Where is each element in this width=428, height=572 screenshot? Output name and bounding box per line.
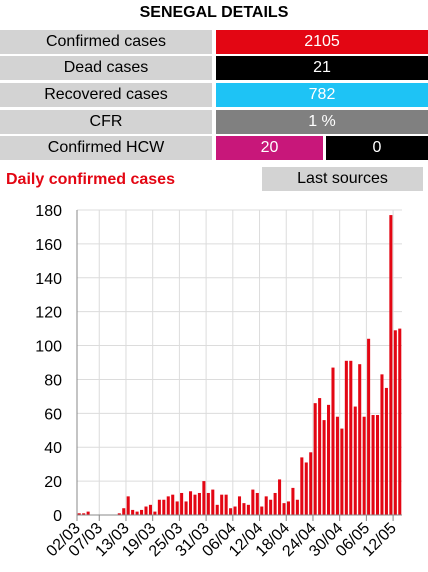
bar xyxy=(162,499,166,515)
y-tick-label: 60 xyxy=(44,406,62,423)
bar xyxy=(331,367,335,515)
dead-cases-value: 21 xyxy=(216,56,428,80)
bar xyxy=(215,504,219,515)
bar xyxy=(184,501,188,515)
bar xyxy=(166,496,170,515)
confirmed-hcw-value: 20 xyxy=(216,136,323,160)
bar xyxy=(393,330,397,515)
confirmed-cases-value: 2105 xyxy=(216,30,428,54)
bar xyxy=(144,506,148,515)
bar xyxy=(362,416,366,515)
bar xyxy=(375,415,380,515)
bar xyxy=(171,494,175,515)
y-tick-label: 120 xyxy=(35,305,62,322)
bar xyxy=(131,509,135,515)
bar xyxy=(86,511,90,515)
bar xyxy=(126,496,130,515)
recovered-cases-label: Recovered cases xyxy=(0,83,212,107)
bar xyxy=(282,503,286,515)
bar xyxy=(175,501,179,515)
bar xyxy=(300,457,304,515)
bar xyxy=(135,511,139,515)
bar xyxy=(229,508,233,515)
y-tick-label: 100 xyxy=(35,339,62,356)
bar xyxy=(349,360,353,515)
bar xyxy=(117,513,121,515)
bar xyxy=(122,508,126,515)
bar xyxy=(255,492,259,515)
bar xyxy=(291,487,295,515)
bar xyxy=(148,504,152,515)
bar xyxy=(278,479,282,515)
y-tick-label: 80 xyxy=(44,372,62,389)
bar xyxy=(269,499,273,515)
cfr-label: CFR xyxy=(0,110,212,134)
confirmed-cases-label: Confirmed cases xyxy=(0,30,212,54)
y-tick-label: 180 xyxy=(35,203,62,220)
bar xyxy=(340,428,344,515)
bar xyxy=(398,328,402,515)
bar xyxy=(233,506,237,515)
recovered-cases-value: 782 xyxy=(216,83,428,107)
bar xyxy=(224,494,228,515)
bar xyxy=(206,492,210,515)
bar xyxy=(389,215,393,516)
daily-cases-title: Daily confirmed cases xyxy=(6,171,175,188)
bar xyxy=(237,496,242,515)
bar xyxy=(327,404,331,515)
y-tick-label: 0 xyxy=(53,508,62,525)
bar xyxy=(295,499,299,515)
y-tick-label: 20 xyxy=(44,474,62,491)
page-title: SENEGAL DETAILS xyxy=(139,4,289,21)
bar xyxy=(322,420,326,515)
bar xyxy=(286,501,290,515)
bar xyxy=(335,416,339,515)
bar xyxy=(202,481,206,515)
dead-cases-row: Dead cases 21 xyxy=(0,56,428,80)
bar xyxy=(211,489,215,515)
bar xyxy=(380,374,384,515)
bar xyxy=(242,503,246,515)
bar xyxy=(77,513,81,515)
bar xyxy=(358,364,362,515)
bar xyxy=(153,511,157,515)
recovered-cases-row: Recovered cases 782 xyxy=(0,83,428,107)
bar xyxy=(193,494,197,515)
bar xyxy=(384,387,388,515)
bar xyxy=(264,496,268,515)
confirmed-hcw-row: Confirmed HCW 20 0 xyxy=(0,136,428,160)
bar xyxy=(157,499,161,515)
bar xyxy=(220,494,224,515)
bar xyxy=(189,491,193,515)
bar xyxy=(353,406,357,515)
cfr-row: CFR 1 % xyxy=(0,110,428,134)
confirmed-cases-row: Confirmed cases 2105 xyxy=(0,30,428,54)
y-tick-label: 160 xyxy=(35,237,62,254)
bar xyxy=(197,492,201,515)
bar xyxy=(304,462,308,515)
daily-cases-chart: 02040608010012014016018002/0307/0313/031… xyxy=(35,203,402,560)
last-sources-button[interactable]: Last sources xyxy=(262,167,423,191)
bar xyxy=(371,415,375,515)
bar xyxy=(246,504,250,515)
bar xyxy=(273,492,277,515)
bar xyxy=(82,513,86,515)
bar xyxy=(367,338,371,515)
y-tick-label: 140 xyxy=(35,271,62,288)
bar xyxy=(344,360,348,515)
bar xyxy=(309,452,313,515)
bar xyxy=(140,509,144,515)
bar xyxy=(313,403,317,515)
bar xyxy=(251,489,255,515)
confirmed-hcw-label: Confirmed HCW xyxy=(0,136,212,160)
bar xyxy=(180,492,184,515)
y-tick-label: 40 xyxy=(44,440,62,457)
confirmed-hcw-secondary-value: 0 xyxy=(326,136,428,160)
dead-cases-label: Dead cases xyxy=(0,56,212,80)
cfr-value: 1 % xyxy=(216,110,428,134)
bar xyxy=(318,398,322,515)
bar xyxy=(260,506,264,515)
